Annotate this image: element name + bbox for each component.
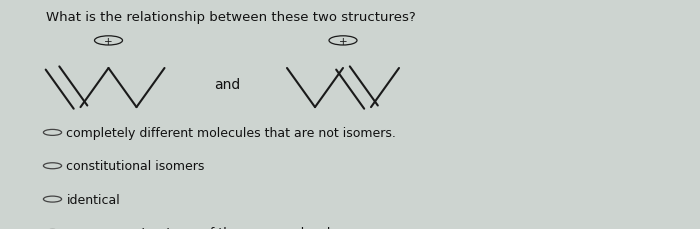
- Text: constitutional isomers: constitutional isomers: [66, 160, 205, 172]
- Text: and: and: [214, 78, 241, 92]
- Text: resonance structures of the same molecule: resonance structures of the same molecul…: [66, 226, 339, 229]
- Text: identical: identical: [66, 193, 120, 206]
- Text: +: +: [104, 37, 113, 47]
- Text: +: +: [339, 37, 347, 47]
- Text: completely different molecules that are not isomers.: completely different molecules that are …: [66, 126, 396, 139]
- Text: What is the relationship between these two structures?: What is the relationship between these t…: [46, 11, 415, 25]
